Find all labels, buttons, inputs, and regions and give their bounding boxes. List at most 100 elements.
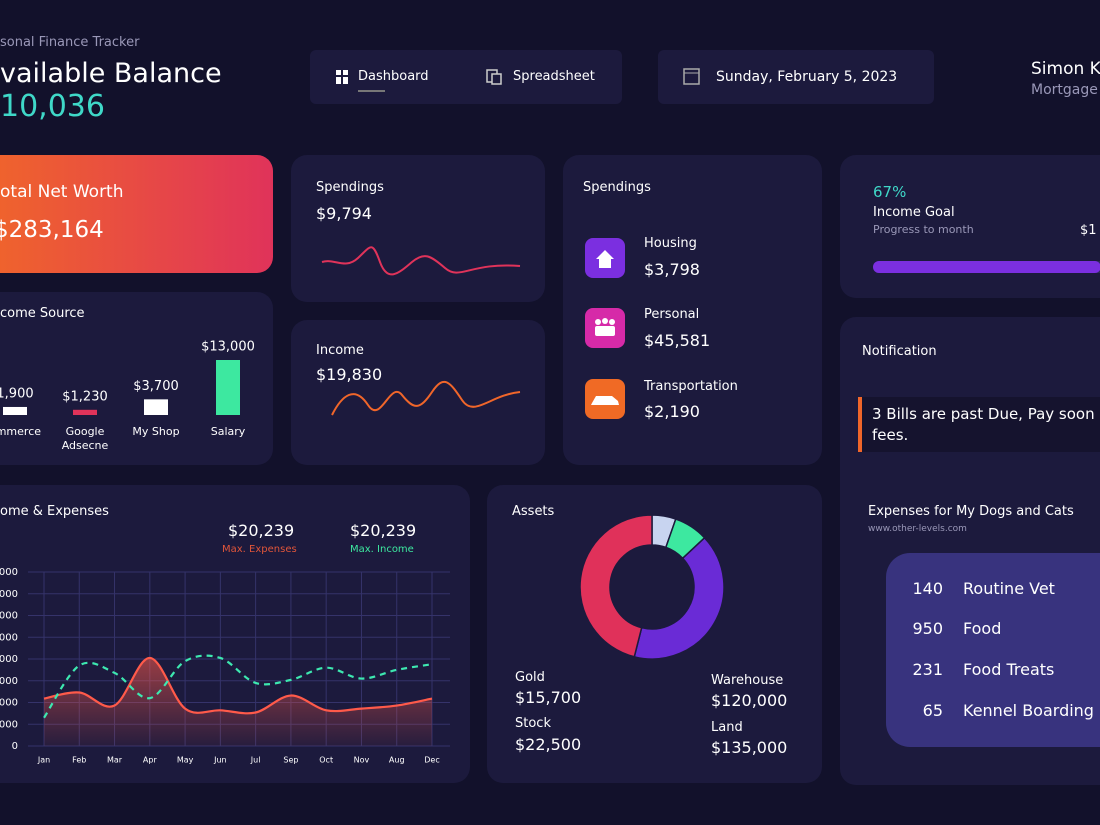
net-worth-label: otal Net Worth — [0, 182, 124, 202]
pet-label: Food — [963, 619, 1002, 638]
legend-value: $15,700 — [515, 688, 582, 707]
x-tick-label: Aug — [389, 756, 405, 765]
date: Sunday, February 5, 2023 — [716, 69, 898, 85]
legend-label: Land — [711, 720, 743, 735]
value-label: $3,700 — [133, 379, 179, 394]
bar — [3, 406, 27, 415]
x-tick-label: May — [177, 756, 194, 765]
pet-label: Routine Vet — [963, 579, 1055, 598]
annotation-value: $20,239 — [350, 521, 417, 540]
net-worth-card — [0, 155, 273, 273]
legend-label: Warehouse — [711, 673, 784, 688]
goal-title: Income Goal — [873, 205, 955, 220]
item-value: $2,190 — [644, 402, 700, 421]
pet-count: 231 — [912, 660, 943, 679]
pet-count: 65 — [922, 701, 943, 720]
bar — [73, 409, 97, 415]
people-glyph — [595, 318, 615, 336]
user-name: Simon K — [1031, 59, 1100, 79]
area-fill — [44, 657, 432, 746]
x-tick-label: Nov — [354, 756, 370, 765]
x-tick-label: Oct — [319, 756, 333, 765]
slice — [579, 514, 653, 658]
y-tick-label: 000 — [0, 719, 18, 730]
card-title: Spendings — [583, 180, 651, 195]
pet-count: 140 — [912, 579, 943, 598]
bar — [144, 399, 168, 415]
x-tick-label: Google Adsecne — [61, 425, 109, 452]
legend-label: Gold — [515, 670, 545, 685]
pets-box — [886, 553, 1100, 747]
bar — [216, 360, 240, 415]
x-tick-label: Feb — [72, 756, 86, 765]
message-box — [858, 397, 1100, 452]
y-tick-label: 000 — [0, 589, 18, 600]
x-tick-label: Jan — [37, 756, 50, 765]
nav-icons — [336, 68, 700, 92]
card-title: Notification — [862, 344, 937, 359]
card-title: Spendings — [316, 180, 384, 195]
x-tick-label: Mar — [107, 756, 123, 765]
balance-value: 10,036 — [0, 89, 105, 124]
net-worth-value: $283,164 — [0, 217, 104, 243]
nav-spreadsheet[interactable]: Spreadsheet — [513, 69, 595, 84]
slice — [633, 536, 725, 660]
item-label: Personal — [644, 307, 700, 322]
x-tick-label: Sep — [283, 756, 298, 765]
x-tick-label: Jun — [213, 756, 227, 765]
balance-label: vailable Balance — [0, 58, 222, 89]
income-goal-card — [840, 155, 1100, 298]
message-line: fees. — [872, 426, 909, 444]
legend-value: $22,500 — [515, 735, 582, 754]
y-tick-label: 000 — [0, 567, 18, 578]
chart-title: Assets — [512, 504, 555, 519]
x-tick-label: My Shop — [132, 425, 180, 438]
nav-bar — [310, 50, 622, 104]
income-card — [291, 320, 545, 465]
spendings-card — [291, 155, 545, 302]
chart-title: ome & Expenses — [0, 504, 109, 519]
pet-count: 950 — [912, 619, 943, 638]
legend-value: $120,000 — [711, 691, 788, 710]
x-tick-label: Apr — [143, 756, 158, 765]
sparkline — [331, 380, 521, 416]
item-label: Housing — [644, 236, 697, 251]
y-tick-label: 000 — [0, 676, 18, 687]
annotation-value: $20,239 — [228, 521, 295, 540]
x-tick-label: Salary — [210, 425, 246, 438]
y-tick-label: 0 — [12, 741, 18, 752]
date-box — [658, 50, 934, 104]
user-role: Mortgage — [1031, 82, 1098, 98]
car-glyph — [591, 396, 619, 405]
annotation-label: Max. Expenses — [222, 544, 297, 555]
pet-label: Kennel Boarding — [963, 701, 1094, 720]
line — [43, 656, 433, 715]
annotation-label: Max. Income — [350, 544, 414, 555]
nav-dashboard[interactable]: Dashboard — [358, 69, 429, 84]
y-tick-label: 000 — [0, 698, 18, 709]
value-label: $13,000 — [201, 340, 255, 355]
y-tick-label: 000 — [0, 632, 18, 643]
legend-label: Stock — [515, 716, 551, 731]
card-title: Income — [316, 343, 364, 358]
y-tick-label: 000 — [0, 654, 18, 665]
card-value: $19,830 — [316, 365, 383, 384]
source: www.other-levels.com — [868, 524, 967, 534]
chart-title: come Source — [0, 306, 85, 321]
line — [43, 654, 433, 719]
item-value: $3,798 — [644, 260, 700, 279]
x-tick-label: Dec — [424, 756, 439, 765]
sparkline — [321, 246, 521, 276]
x-tick-label: ommerce — [0, 425, 42, 438]
value-label: 1,900 — [0, 386, 34, 401]
y-tick-label: 000 — [0, 611, 18, 622]
message-line: 3 Bills are past Due, Pay soon — [872, 405, 1095, 423]
item-value: $45,581 — [644, 331, 711, 350]
value-label: $1,230 — [62, 389, 108, 404]
goal-subtitle: Progress to month — [873, 223, 974, 236]
progress-label: 67% — [873, 183, 907, 201]
goal-amount: $1 — [1080, 223, 1097, 238]
legend-value: $135,000 — [711, 738, 788, 757]
